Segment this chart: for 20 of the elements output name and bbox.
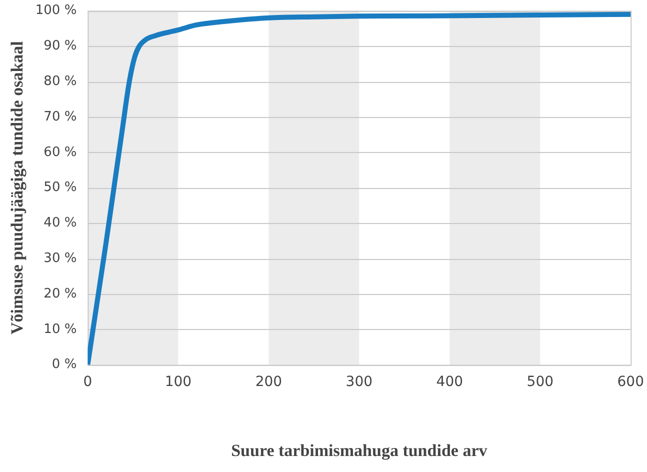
x-tick-label: 300 <box>346 374 373 390</box>
y-tick-label: 80 % <box>44 74 77 89</box>
y-tick-label: 20 % <box>44 286 77 302</box>
x-tick-label: 500 <box>526 374 554 390</box>
x-tick-label: 100 <box>164 374 192 390</box>
y-tick-label: 60 % <box>44 144 77 160</box>
y-tick-label: 50 % <box>44 180 77 196</box>
y-axis-title: Võimsuse puudujäägiga tundide osakaal <box>8 40 27 334</box>
x-tick-label: 200 <box>255 374 282 390</box>
x-tick-label: 0 <box>83 374 92 390</box>
x-axis-title: Suure tarbimismahuga tundide arv <box>231 441 488 460</box>
y-tick-label: 0 % <box>52 357 77 372</box>
x-tick-label: 600 <box>617 374 644 390</box>
y-tick-label: 30 % <box>44 250 77 266</box>
y-tick-label: 70 % <box>44 109 77 124</box>
y-tick-label: 90 % <box>44 38 77 54</box>
y-tick-label: 40 % <box>44 216 77 231</box>
y-tick-label: 10 % <box>44 322 77 337</box>
y-tick-label: 100 % <box>35 3 77 18</box>
x-tick-label: 400 <box>436 374 464 390</box>
